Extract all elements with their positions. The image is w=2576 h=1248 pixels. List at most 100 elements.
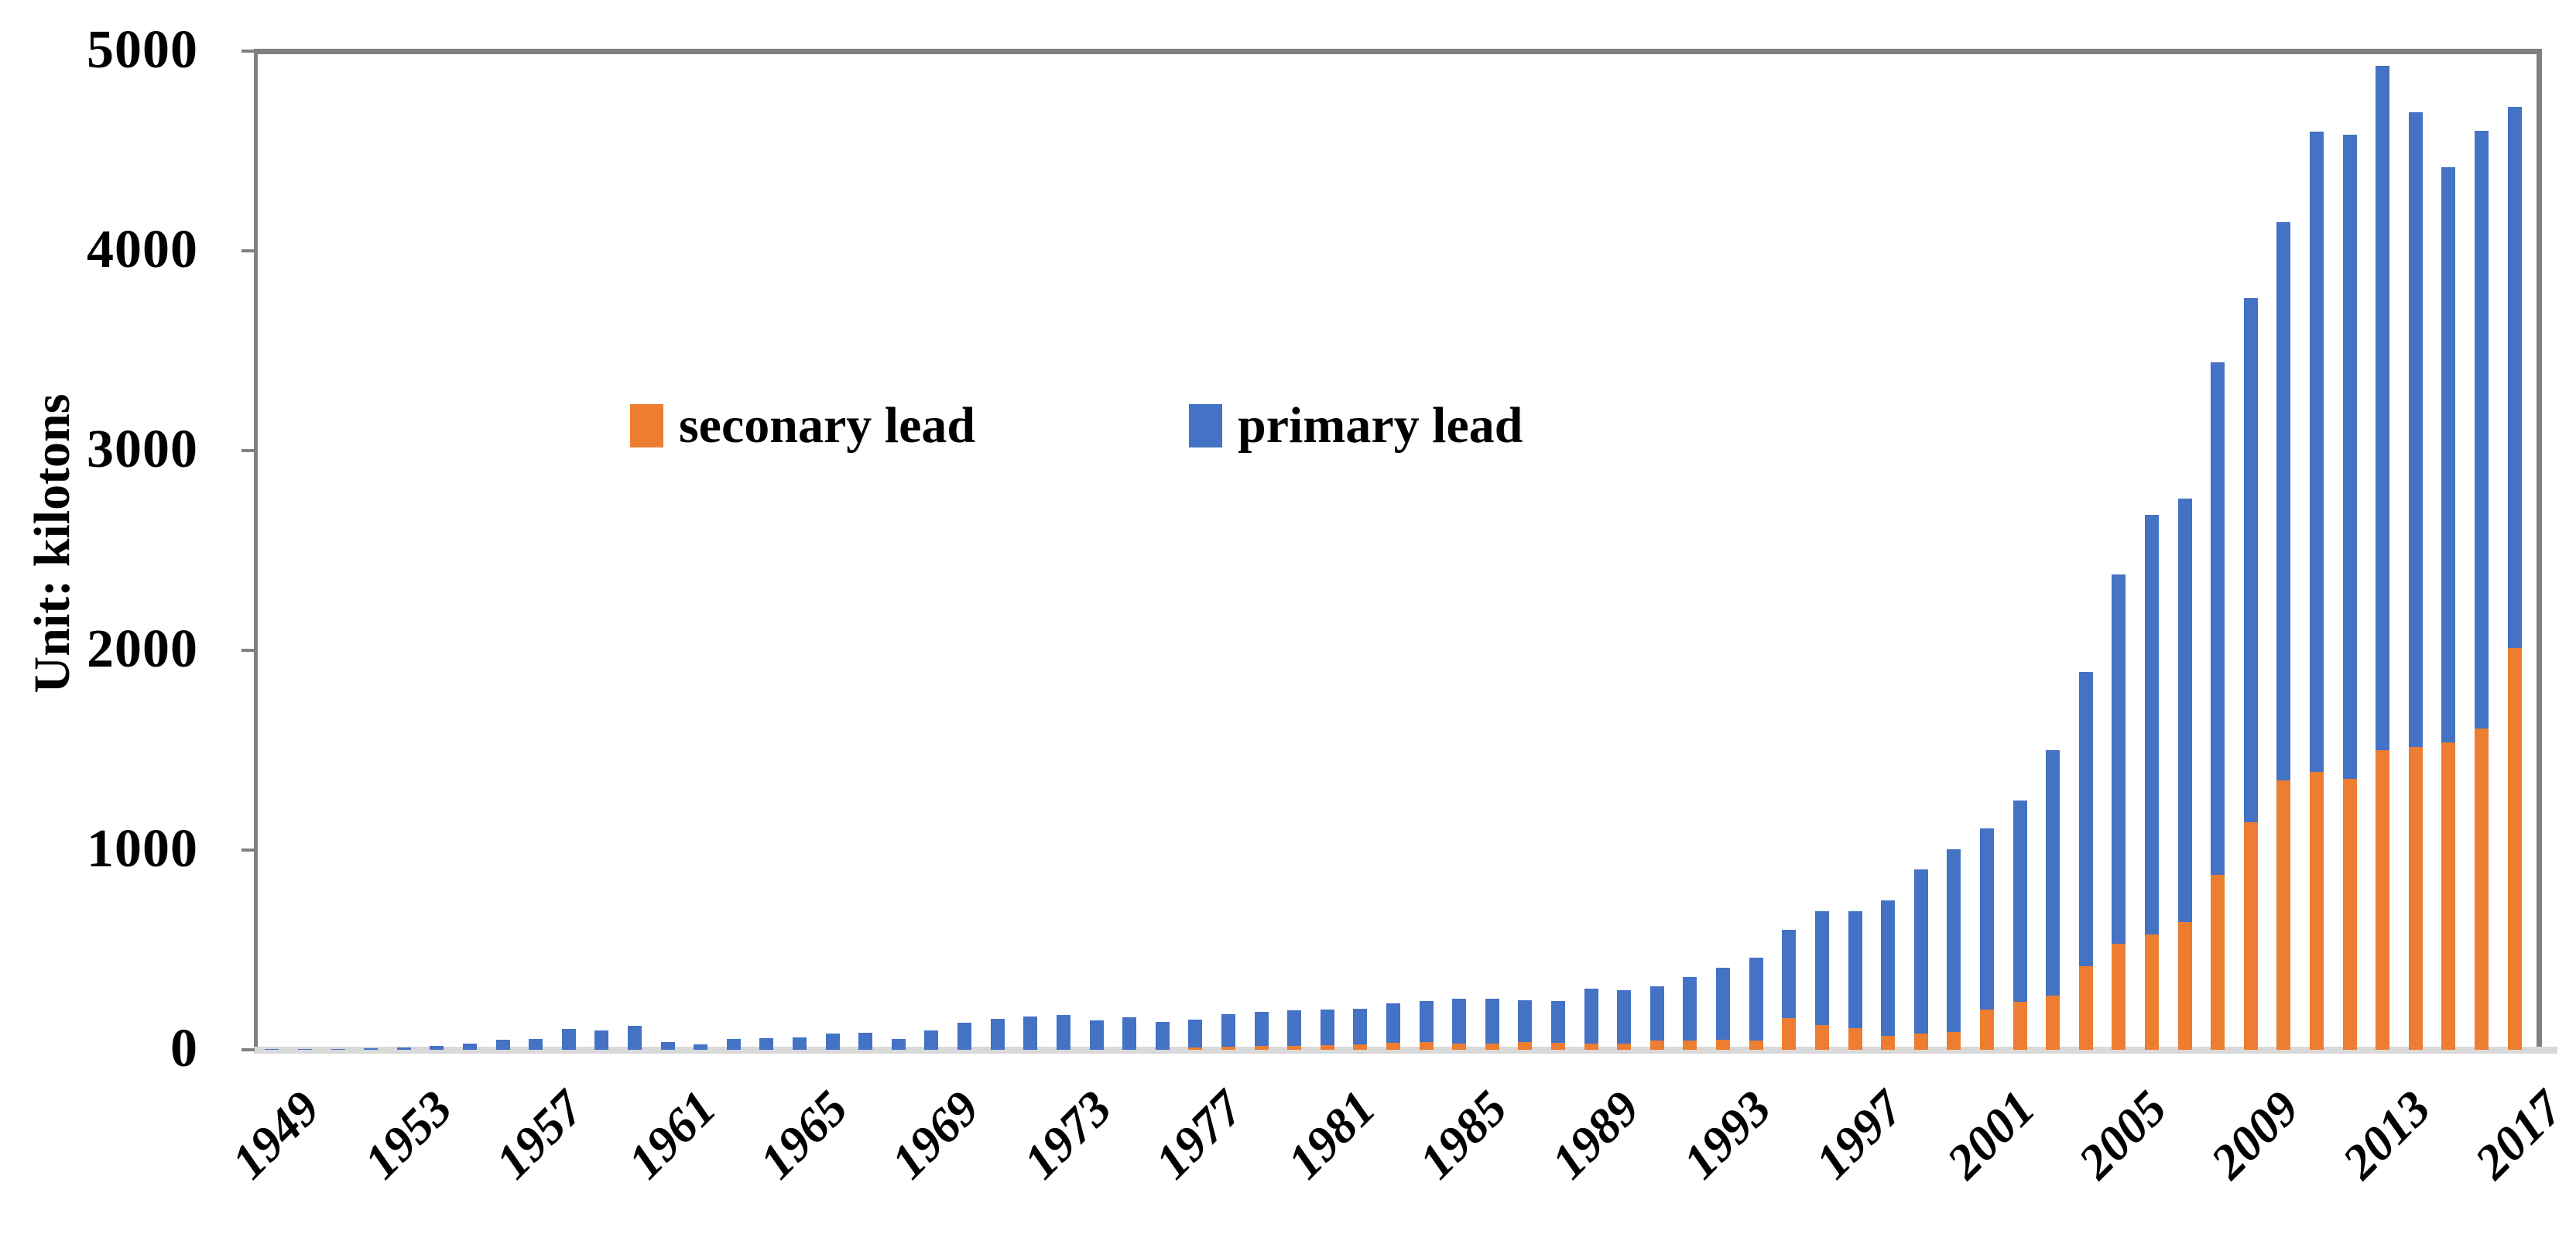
bar-1979-secondary-lead	[1254, 1046, 1269, 1050]
bar-2006-primary-lead	[2145, 514, 2159, 935]
bar-1992-primary-lead	[1683, 977, 1697, 1041]
bar-1974-primary-lead	[1089, 1020, 1104, 1050]
bar-2004-secondary-lead	[2078, 965, 2093, 1050]
bar-1999-primary-lead	[1913, 869, 1928, 1034]
bar-1995-primary-lead	[1782, 930, 1797, 1018]
y-tick-label-0: 0	[170, 1019, 198, 1078]
bar-1997-secondary-lead	[1848, 1028, 1862, 1050]
bar-1959-primary-lead	[594, 1030, 609, 1050]
bar-1953-primary-lead	[396, 1047, 411, 1050]
bar-1981-primary-lead	[1320, 1010, 1334, 1046]
bar-2011-secondary-lead	[2310, 772, 2324, 1050]
bar-2009-primary-lead	[2243, 297, 2258, 822]
bar-1991-secondary-lead	[1649, 1041, 1664, 1050]
bar-1982-secondary-lead	[1353, 1044, 1368, 1050]
bar-1949-primary-lead	[265, 1049, 279, 1050]
bar-1958-primary-lead	[561, 1028, 576, 1050]
bar-1990-primary-lead	[1617, 990, 1632, 1044]
y-tick-mark	[242, 649, 255, 652]
y-tick-mark	[242, 50, 255, 53]
bar-1982-primary-lead	[1353, 1009, 1368, 1044]
bar-1993-primary-lead	[1716, 968, 1731, 1041]
legend-label-secondary-lead: seconary lead	[679, 397, 976, 454]
bar-1981-secondary-lead	[1320, 1045, 1334, 1050]
bar-1990-secondary-lead	[1617, 1043, 1632, 1050]
bar-1998-secondary-lead	[1881, 1035, 1896, 1050]
bar-1989-primary-lead	[1584, 989, 1598, 1044]
bar-1997-primary-lead	[1848, 911, 1862, 1029]
bar-1993-secondary-lead	[1716, 1040, 1731, 1050]
y-axis-title: Unit: kilotons	[24, 393, 80, 694]
bar-1996-secondary-lead	[1814, 1025, 1829, 1050]
bar-1968-primary-lead	[891, 1038, 906, 1050]
bar-2014-primary-lead	[2408, 111, 2423, 748]
bar-2001-secondary-lead	[1979, 1010, 1994, 1050]
bar-1955-primary-lead	[462, 1043, 477, 1050]
bar-2016-primary-lead	[2475, 131, 2489, 729]
bar-1960-primary-lead	[628, 1026, 642, 1050]
y-tick-mark	[242, 1048, 255, 1051]
legend-label-primary-lead: primary lead	[1238, 397, 1523, 454]
bar-2007-secondary-lead	[2177, 921, 2192, 1050]
bar-2014-secondary-lead	[2408, 747, 2423, 1050]
bar-1996-primary-lead	[1814, 911, 1829, 1025]
bar-1986-secondary-lead	[1485, 1044, 1499, 1050]
bar-1992-secondary-lead	[1683, 1040, 1697, 1050]
bar-2001-primary-lead	[1979, 828, 1994, 1010]
y-tick-label-3000: 3000	[87, 420, 198, 479]
bar-1987-secondary-lead	[1518, 1042, 1533, 1050]
bar-1977-secondary-lead	[1188, 1047, 1203, 1050]
bar-2003-primary-lead	[2046, 750, 2060, 996]
bar-2005-primary-lead	[2112, 574, 2126, 945]
bar-1984-secondary-lead	[1419, 1042, 1434, 1050]
bar-1963-primary-lead	[726, 1038, 741, 1050]
bar-2015-secondary-lead	[2441, 742, 2456, 1050]
bar-2000-primary-lead	[1947, 849, 1961, 1032]
bar-2003-secondary-lead	[2046, 995, 2060, 1050]
bar-2013-primary-lead	[2376, 66, 2390, 750]
y-tick-label-2000: 2000	[87, 619, 198, 679]
bar-1971-primary-lead	[990, 1019, 1005, 1050]
bar-1985-primary-lead	[1452, 999, 1467, 1044]
bar-1962-primary-lead	[694, 1044, 708, 1050]
bar-2008-primary-lead	[2211, 362, 2225, 876]
bar-1984-primary-lead	[1419, 1001, 1434, 1043]
bar-2006-secondary-lead	[2145, 934, 2159, 1050]
y-tick-label-1000: 1000	[87, 819, 198, 879]
bar-2011-primary-lead	[2310, 132, 2324, 773]
bar-2007-primary-lead	[2177, 498, 2192, 922]
bar-2004-primary-lead	[2078, 672, 2093, 966]
y-axis-line	[254, 49, 258, 1051]
bar-1964-primary-lead	[759, 1038, 774, 1050]
bar-1970-primary-lead	[957, 1023, 972, 1050]
bar-1967-primary-lead	[858, 1032, 873, 1050]
bar-1988-primary-lead	[1551, 1001, 1566, 1043]
bar-1950-primary-lead	[297, 1049, 312, 1050]
bar-1980-secondary-lead	[1287, 1046, 1302, 1050]
bar-1988-secondary-lead	[1551, 1042, 1566, 1050]
y-tick-mark	[242, 849, 255, 852]
bar-1985-secondary-lead	[1452, 1044, 1467, 1050]
bar-1999-secondary-lead	[1913, 1034, 1928, 1050]
bar-1995-secondary-lead	[1782, 1017, 1797, 1050]
bar-1983-secondary-lead	[1386, 1042, 1400, 1050]
bar-1975-primary-lead	[1122, 1017, 1137, 1050]
y-tick-label-5000: 5000	[87, 20, 198, 80]
bar-2012-secondary-lead	[2342, 779, 2357, 1050]
bar-1976-primary-lead	[1155, 1022, 1170, 1050]
bar-2012-primary-lead	[2342, 135, 2357, 780]
bar-1961-primary-lead	[660, 1041, 675, 1050]
bar-2017-secondary-lead	[2507, 648, 2522, 1050]
x-axis-line	[254, 1047, 2557, 1054]
legend-entry-secondary: seconary lead	[630, 397, 976, 454]
bar-1972-primary-lead	[1023, 1017, 1038, 1050]
bar-1994-secondary-lead	[1749, 1041, 1763, 1050]
bar-2013-secondary-lead	[2376, 750, 2390, 1050]
y-tick-label-4000: 4000	[87, 220, 198, 279]
bar-1989-secondary-lead	[1584, 1044, 1598, 1050]
bar-2010-secondary-lead	[2276, 780, 2291, 1050]
bar-2017-primary-lead	[2507, 107, 2522, 649]
bar-1966-primary-lead	[825, 1034, 840, 1050]
bar-1951-primary-lead	[331, 1048, 345, 1050]
